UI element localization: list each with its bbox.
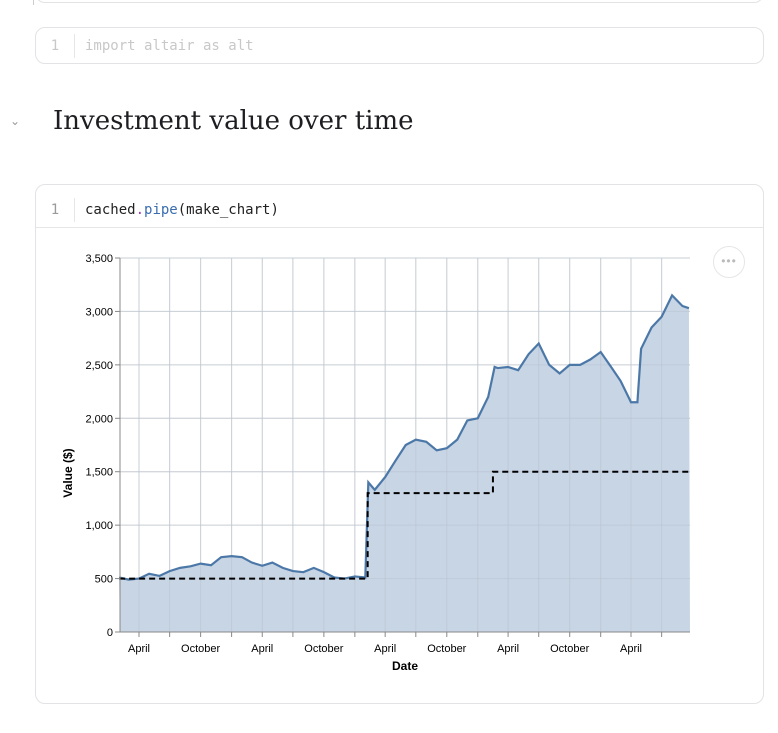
value-line [118,293,690,581]
line-number: 1 [36,34,75,58]
x-tick-label: October [550,643,589,655]
x-tick-label: October [427,643,466,655]
x-tick-label: April [374,643,396,655]
chevron-down-icon[interactable]: ⌄ [10,114,21,128]
y-tick-label: 2,500 [85,360,113,372]
code-cell-import[interactable]: 1 import altair as alt [35,27,764,64]
y-tick-label: 1,000 [85,520,113,532]
value-area [119,295,691,632]
section-heading: Investment value over time [53,106,414,136]
output-divider [36,227,763,228]
code-line[interactable]: cached.pipe(make_chart) [85,202,279,218]
y-tick-label: 2,000 [85,413,113,425]
x-tick-label: April [251,643,273,655]
y-tick-label: 0 [107,627,113,639]
x-tick-label: October [181,643,220,655]
code-line[interactable]: import altair as alt [85,38,254,54]
y-tick-label: 1,500 [85,467,113,479]
x-tick-label: April [128,643,150,655]
invested-line [119,470,689,580]
more-horizontal-icon[interactable]: ••• [713,246,745,278]
x-tick-label: April [620,643,642,655]
x-tick-label: April [497,643,519,655]
x-tick-label: October [304,643,343,655]
x-axis-title: Date [392,659,418,673]
y-axis-title: Value ($) [61,448,75,497]
y-tick-label: 3,500 [85,253,113,265]
cell-gutter-line [33,0,34,5]
y-tick-label: 3,000 [85,306,113,318]
line-number: 1 [36,198,75,222]
y-tick-label: 500 [95,574,113,586]
